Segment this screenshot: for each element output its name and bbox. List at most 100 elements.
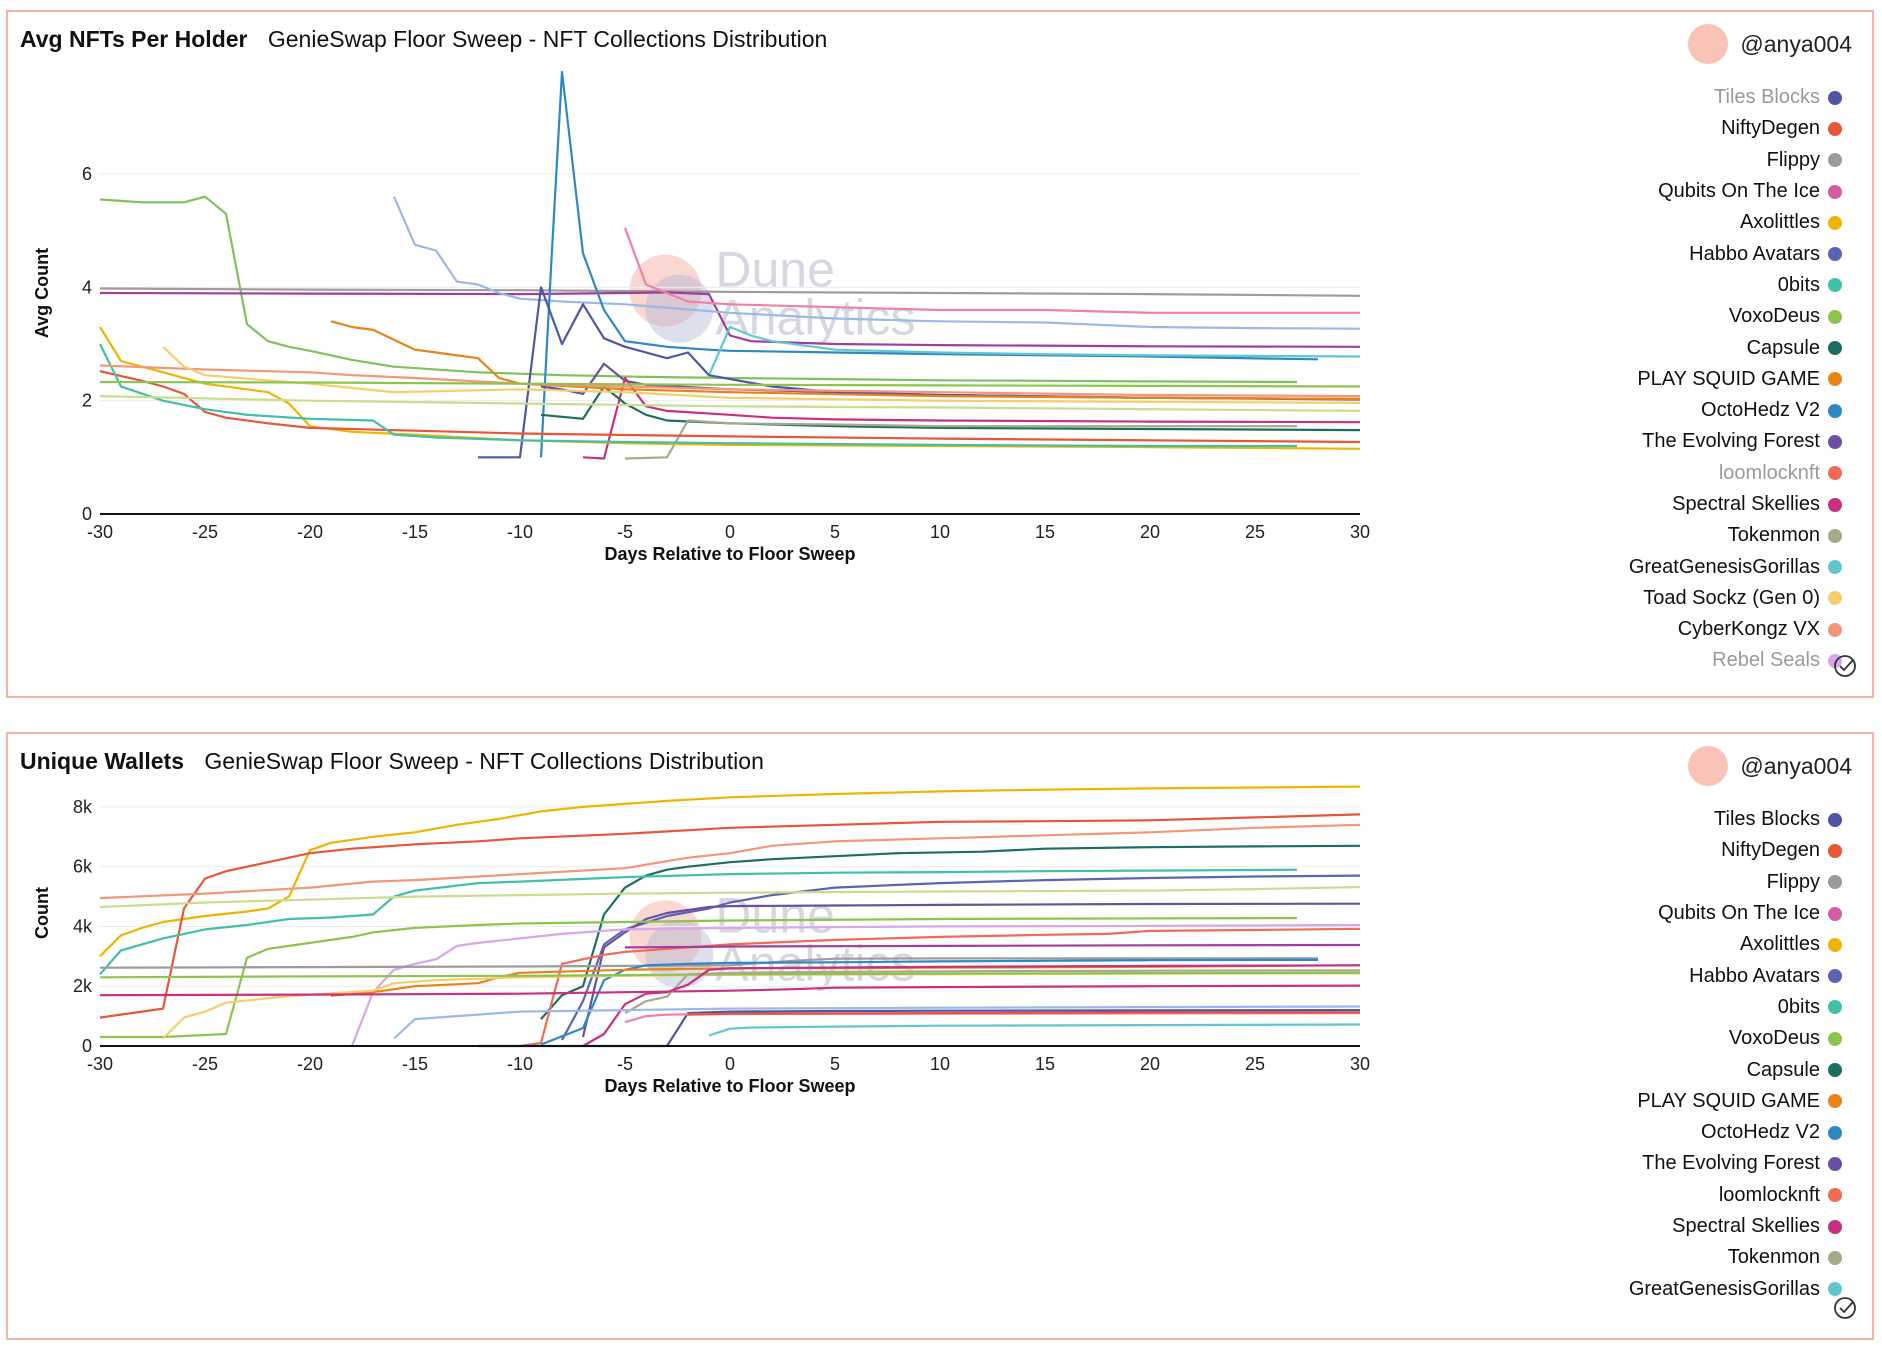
author-badge[interactable]: @anya004 xyxy=(1688,24,1852,64)
series-line-spectral-skellies[interactable] xyxy=(99,984,1361,997)
legend-item[interactable]: Tiles Blocks xyxy=(1582,804,1842,835)
legend-item[interactable]: The Evolving Forest xyxy=(1582,426,1842,457)
series-line-0bits[interactable] xyxy=(99,868,1298,976)
series-line-axolittles[interactable] xyxy=(99,326,1361,450)
legend-item[interactable]: Spectral Skellies xyxy=(1582,489,1842,520)
x-tick-label: -20 xyxy=(297,1054,323,1074)
series-line-tokenmon[interactable] xyxy=(624,969,1361,1015)
x-tick-label: -25 xyxy=(192,1054,218,1074)
check-badge-icon xyxy=(1832,1295,1858,1328)
legend-item[interactable]: OctoHedz V2 xyxy=(1582,395,1842,426)
legend-item[interactable]: CyberKongz VX xyxy=(1582,614,1842,645)
legend-item[interactable]: GreatGenesisGorillas xyxy=(1582,1273,1842,1304)
series-line-greatgenesisgorillas[interactable] xyxy=(708,1023,1361,1037)
legend-item[interactable]: Rebel Seals xyxy=(1582,645,1842,676)
series-line-capsule[interactable] xyxy=(540,385,1361,432)
series-line-tokenmon[interactable] xyxy=(624,419,1297,460)
series-line-light-blue[interactable] xyxy=(393,1005,1361,1040)
legend-item[interactable]: Flippy xyxy=(1582,145,1842,176)
legend-item[interactable]: Habbo Avatars xyxy=(1582,960,1842,991)
series-line-cyberkongz-vx[interactable] xyxy=(99,823,1361,900)
series-line-green-flat[interactable] xyxy=(99,971,1361,979)
series-line-tiles-blocks[interactable] xyxy=(478,1009,1361,1048)
series-line-green-flat[interactable] xyxy=(99,380,1361,388)
series-line-the-evolving-forest[interactable] xyxy=(581,902,1361,1038)
legend-label: The Evolving Forest xyxy=(1642,430,1820,453)
legend-item[interactable]: Tokenmon xyxy=(1582,1242,1842,1273)
legend-item[interactable]: Tokenmon xyxy=(1582,520,1842,551)
legend-item[interactable]: 0bits xyxy=(1582,270,1842,301)
legend-item[interactable]: Qubits On The Ice xyxy=(1582,898,1842,929)
author-badge[interactable]: @anya004 xyxy=(1688,746,1852,786)
legend-item[interactable]: Capsule xyxy=(1582,1054,1842,1085)
series-line-toad-sockz-gen-0-[interactable] xyxy=(162,346,1361,404)
series-line-pink[interactable] xyxy=(623,227,1360,314)
legend-swatch xyxy=(1828,215,1842,230)
series-line-rebel-seals[interactable] xyxy=(350,923,1361,1047)
series-line-octohedz-v2[interactable] xyxy=(539,70,1319,458)
series-line-qubits-on-the-ice[interactable] xyxy=(624,943,1361,949)
series-line-pale-green[interactable] xyxy=(99,395,1361,412)
legend-item[interactable]: Capsule xyxy=(1582,332,1842,363)
legend-label: Axolittles xyxy=(1739,211,1820,234)
legend-item[interactable]: Spectral Skellies xyxy=(1582,1211,1842,1242)
legend-item[interactable]: GreatGenesisGorillas xyxy=(1582,551,1842,582)
legend-label: Tokenmon xyxy=(1727,1246,1820,1269)
y-tick-label: 0 xyxy=(82,504,92,524)
series-line-spectral-pink[interactable] xyxy=(582,964,1361,1047)
x-axis-label: Days Relative to Floor Sweep xyxy=(604,544,855,564)
series-line-flippy[interactable] xyxy=(99,287,1361,297)
legend-item[interactable]: Axolittles xyxy=(1582,207,1842,238)
legend-swatch xyxy=(1828,812,1842,827)
watermark-text: Dune xyxy=(715,887,835,943)
legend-swatch xyxy=(1828,1156,1842,1171)
legend-item[interactable]: NiftyDegen xyxy=(1582,835,1842,866)
legend-item[interactable]: PLAY SQUID GAME xyxy=(1582,364,1842,395)
legend-item[interactable]: loomlocknft xyxy=(1582,458,1842,489)
avatar[interactable] xyxy=(1688,746,1729,786)
legend-label: VoxoDeus xyxy=(1728,305,1820,328)
legend-item[interactable]: NiftyDegen xyxy=(1582,113,1842,144)
series-line-octohedz-v2[interactable] xyxy=(540,958,1318,1046)
series-line-light-blue[interactable] xyxy=(392,196,1361,330)
legend-swatch xyxy=(1828,184,1842,199)
series-line-qubits-on-the-ice[interactable] xyxy=(99,291,1361,348)
series-line-capsule[interactable] xyxy=(540,844,1361,1020)
legend-item[interactable]: VoxoDeus xyxy=(1582,301,1842,332)
legend-swatch xyxy=(1828,843,1842,858)
legend-item[interactable]: Qubits On The Ice xyxy=(1582,176,1842,207)
legend-swatch xyxy=(1828,622,1842,637)
series-line-niftydegen-flat[interactable] xyxy=(687,1011,1360,1016)
legend-label: Capsule xyxy=(1746,1058,1820,1081)
series-line-niftydegen[interactable] xyxy=(99,370,1361,444)
avatar[interactable] xyxy=(1688,24,1729,64)
legend-item[interactable]: The Evolving Forest xyxy=(1582,1148,1842,1179)
y-tick-label: 0 xyxy=(82,1036,92,1056)
legend-item[interactable]: Habbo Avatars xyxy=(1582,238,1842,269)
legend-item[interactable]: Toad Sockz (Gen 0) xyxy=(1582,583,1842,614)
legend-item[interactable]: Tiles Blocks xyxy=(1582,82,1842,113)
legend-item[interactable]: Flippy xyxy=(1582,867,1842,898)
legend-item[interactable]: Axolittles xyxy=(1582,929,1842,960)
legend-item[interactable]: VoxoDeus xyxy=(1582,1023,1842,1054)
series-line-greatgenesisgorillas[interactable] xyxy=(707,325,1361,376)
author-handle[interactable]: @anya004 xyxy=(1740,30,1852,57)
legend-item[interactable]: OctoHedz V2 xyxy=(1582,1117,1842,1148)
legend-swatch xyxy=(1828,372,1842,387)
legend-item[interactable]: loomlocknft xyxy=(1582,1180,1842,1211)
legend-label: Spectral Skellies xyxy=(1672,1215,1820,1237)
legend-label: Qubits On The Ice xyxy=(1658,180,1820,203)
series-line-0bits[interactable] xyxy=(99,343,1297,448)
legend-label: Capsule xyxy=(1746,336,1820,359)
series-line-voxodeus[interactable] xyxy=(99,195,1298,384)
series-line-axolittles[interactable] xyxy=(99,785,1361,958)
series-line-play-squid-game[interactable] xyxy=(330,320,1361,401)
legend-label: OctoHedz V2 xyxy=(1701,399,1820,422)
series-line-pale-green[interactable] xyxy=(99,885,1361,909)
legend-item[interactable]: PLAY SQUID GAME xyxy=(1582,1086,1842,1117)
legend-item[interactable]: 0bits xyxy=(1582,992,1842,1023)
series-line-habbo-avatars[interactable] xyxy=(561,874,1361,1041)
legend-label: Flippy xyxy=(1766,148,1820,171)
author-handle[interactable]: @anya004 xyxy=(1740,752,1852,779)
series-line-loomlocknft[interactable] xyxy=(519,927,1361,1048)
